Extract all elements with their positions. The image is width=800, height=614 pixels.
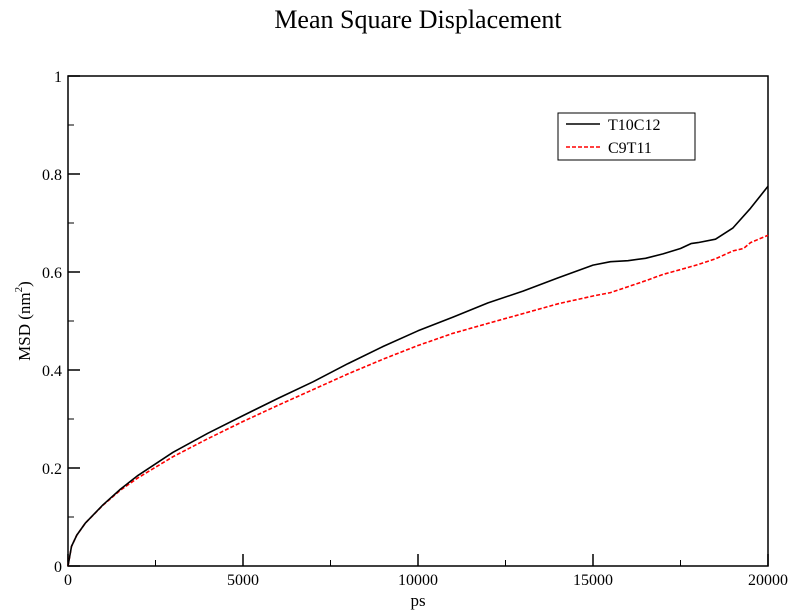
x-axis-ticks: 0 5000 10000 15000 20000 [64,554,788,589]
y-tick-label: 0.8 [42,167,62,184]
legend: T10C12 C9T11 [557,112,696,161]
legend-box [557,112,696,161]
x-tick-label: 20000 [748,572,788,589]
series-line-c9t11 [67,234,769,567]
y-axis-label-main: MSD (nm [15,292,34,360]
x-tick-label: 10000 [398,572,438,589]
y-tick-label: 0.6 [42,265,62,282]
series-lines [67,185,769,567]
y-axis-label-superscript: 2 [13,287,25,293]
x-tick-label: 0 [64,572,72,589]
y-tick-label: 0.4 [42,363,62,380]
x-tick-label: 5000 [227,572,259,589]
x-axis-label: ps [410,591,425,610]
x-tick-label: 15000 [573,572,613,589]
legend-label-t10c12: T10C12 [608,117,660,134]
chart-title: Mean Square Displacement [274,5,562,34]
legend-label-c9t11: C9T11 [608,140,652,157]
y-tick-label: 0 [54,559,62,576]
y-tick-label: 1 [54,69,62,86]
y-tick-label: 0.2 [42,461,62,478]
y-axis-ticks: 0 0.2 0.4 0.6 0.8 1 [42,69,80,576]
y-axis-label-suffix: ) [15,281,34,287]
series-line-t10c12 [67,185,769,567]
y-axis-label: MSD (nm2) [13,281,34,361]
